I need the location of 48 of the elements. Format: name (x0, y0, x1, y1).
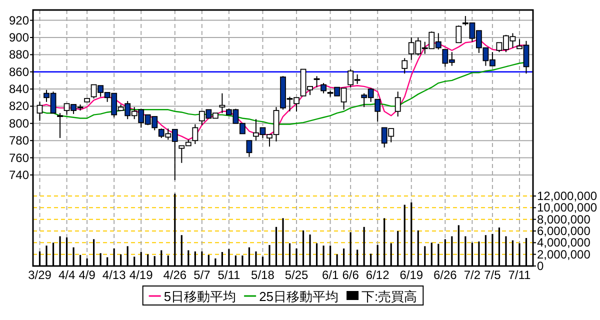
candlestick (36, 101, 43, 122)
legend-label: 5日移動平均 (164, 289, 236, 304)
candlestick (192, 124, 198, 145)
x-tick-label: 6/26 (433, 268, 458, 282)
candlestick (246, 140, 252, 158)
y2-tick-label: 2,000,000 (537, 247, 591, 262)
x-tick-label: 6/6 (342, 268, 360, 282)
x-tick-label: 4/26 (163, 268, 187, 282)
legend-label: 下:売買高 (362, 289, 418, 304)
y-tick-label: 920 (8, 13, 30, 28)
x-tick-label: 6/1 (322, 268, 339, 282)
y-tick-label: 740 (8, 168, 30, 182)
y2-tick-label: 4,000,000 (537, 236, 591, 250)
y2-tick-label: 0 (537, 259, 544, 273)
candlestick (374, 98, 381, 122)
x-tick-label: 7/5 (484, 268, 502, 282)
candlestick (57, 112, 63, 138)
candlestick (402, 58, 408, 74)
y-tick-label: 780 (8, 134, 30, 148)
x-tick-label: 7/2 (464, 268, 481, 282)
y-tick-label: 860 (8, 64, 30, 79)
x-tick-label: 7/11 (508, 268, 532, 282)
x-tick-label: 5/25 (284, 268, 309, 282)
candlestick (456, 24, 462, 44)
y-tick-label: 880 (8, 48, 30, 62)
y-tick-label: 760 (8, 150, 30, 165)
y-tick-label: 900 (8, 30, 30, 44)
x-tick-label: 6/19 (400, 268, 424, 282)
x-tick-label: 4/4 (58, 268, 76, 282)
y-tick-label: 820 (8, 99, 30, 114)
y2-tick-label: 8,000,000 (537, 212, 591, 226)
x-tick-label: 4/19 (129, 268, 154, 282)
x-tick-label: 3/29 (28, 268, 52, 282)
legend-label: 25日移動平均 (259, 289, 339, 304)
candlestick (320, 82, 326, 94)
x-tick-label: 4/9 (78, 268, 96, 282)
y2-tick-label: 6,000,000 (537, 224, 591, 238)
x-tick-label: 4/13 (102, 268, 126, 282)
y-tick-label: 840 (8, 82, 30, 96)
x-tick-label: 5/18 (251, 268, 275, 282)
x-tick-label: 5/7 (194, 268, 211, 282)
candlestick (219, 92, 226, 114)
y2-tick-label: 10,000,000 (537, 200, 598, 215)
x-tick-label: 5/11 (218, 268, 241, 282)
x-tick-label: 6/12 (366, 268, 390, 282)
candlestick (394, 91, 401, 118)
y2-tick-label: 12,000,000 (537, 189, 598, 204)
y-tick-label: 800 (8, 116, 30, 130)
